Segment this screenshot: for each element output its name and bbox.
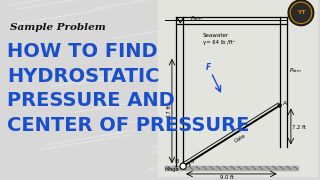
Text: HYDROSTATIC: HYDROSTATIC: [7, 67, 160, 86]
Text: γ= 64 lb /ft³: γ= 64 lb /ft³: [203, 40, 235, 45]
Text: HOW TO FIND: HOW TO FIND: [7, 42, 158, 61]
Text: Gate: Gate: [233, 133, 247, 144]
Text: 7.2 ft: 7.2 ft: [292, 125, 306, 130]
Circle shape: [288, 0, 314, 26]
Bar: [158, 0, 318, 177]
Text: $P_{atm}$: $P_{atm}$: [190, 14, 203, 23]
Text: CENTER OF PRESSURE: CENTER OF PRESSURE: [7, 116, 250, 135]
Text: θ: θ: [191, 159, 194, 164]
Text: A: A: [283, 102, 287, 107]
Text: Sample Problem: Sample Problem: [10, 22, 106, 32]
Text: 9.0 ft: 9.0 ft: [220, 176, 234, 180]
Text: 17 ft: 17 ft: [167, 105, 172, 117]
Text: Hinge: Hinge: [165, 167, 179, 172]
Text: $P_{atm}$: $P_{atm}$: [290, 66, 302, 75]
Circle shape: [290, 2, 312, 24]
Circle shape: [278, 104, 281, 107]
Text: F: F: [206, 63, 212, 72]
Text: YT: YT: [297, 10, 305, 15]
Text: PRESSURE AND: PRESSURE AND: [7, 91, 175, 111]
Bar: [165, 166, 298, 170]
Text: B: B: [174, 159, 179, 164]
Text: Seawater: Seawater: [203, 33, 229, 38]
Circle shape: [180, 163, 186, 169]
